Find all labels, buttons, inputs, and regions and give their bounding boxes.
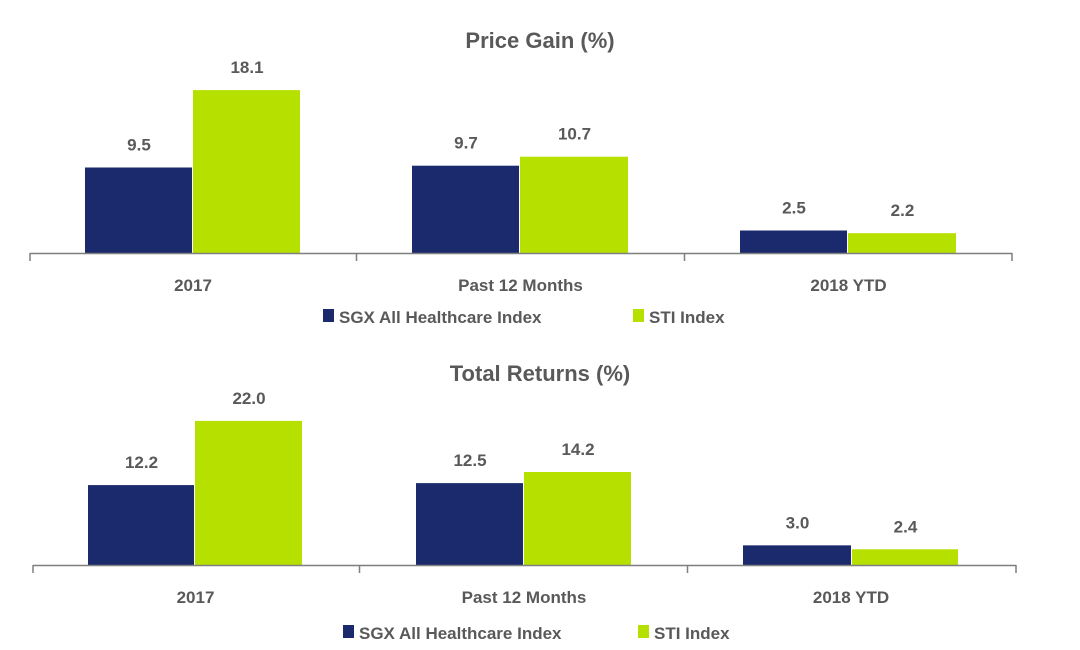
chart2-bar-1-2 [416, 483, 523, 565]
chart2-bar-1-3 [743, 545, 851, 565]
chart2-legend-label-2: STI Index [654, 624, 730, 643]
chart2-title: Total Returns (%) [450, 361, 630, 386]
chart1-bar-2-2 [520, 156, 628, 253]
chart1-value-label-1-1: 9.5 [127, 136, 151, 155]
chart2-value-label-1-3: 3.0 [786, 513, 810, 532]
chart2-bar-2-1 [195, 420, 302, 565]
chart2-value-label-2-3: 2.4 [894, 517, 918, 536]
chart1-title: Price Gain (%) [465, 28, 614, 53]
chart2-bar-1-1 [88, 485, 194, 565]
chart2-bar-2-3 [852, 549, 958, 565]
chart1-legend-label-2: STI Index [649, 308, 725, 327]
chart2-value-label-2-1: 22.0 [232, 389, 265, 408]
chart2-value-label-1-2: 12.5 [453, 451, 486, 470]
chart2-legend-swatch-1 [343, 625, 354, 638]
chart2-value-label-2-2: 14.2 [561, 440, 594, 459]
chart2-legend-swatch-2 [638, 625, 649, 638]
chart1-bar-2-3 [848, 233, 956, 253]
chart1-category-label-3: 2018 YTD [810, 276, 886, 295]
chart1-value-label-2-2: 10.7 [558, 125, 591, 144]
chart1-category-label-1: 2017 [174, 276, 212, 295]
chart2-value-label-1-1: 12.2 [125, 453, 158, 472]
chart1-legend-swatch-2 [633, 309, 644, 322]
chart1-bar-1-1 [85, 167, 192, 253]
chart2-category-label-1: 2017 [177, 588, 215, 607]
chart1-bar-1-3 [740, 230, 847, 253]
chart1-value-label-1-3: 2.5 [782, 199, 806, 218]
chart2-legend-label-1: SGX All Healthcare Index [359, 624, 562, 643]
chart1-bar-1-2 [412, 165, 519, 253]
chart1-legend-swatch-1 [323, 309, 334, 322]
chart1-legend-label-1: SGX All Healthcare Index [339, 308, 542, 327]
chart1-bar-2-1 [193, 90, 300, 253]
chart1-value-label-2-1: 18.1 [230, 58, 263, 77]
chart2-category-label-3: 2018 YTD [813, 588, 889, 607]
chart2-bar-2-2 [524, 471, 631, 565]
chart1-value-label-1-2: 9.7 [454, 134, 478, 153]
chart2-category-label-2: Past 12 Months [462, 588, 587, 607]
chart1-category-label-2: Past 12 Months [458, 276, 583, 295]
chart1-value-label-2-3: 2.2 [891, 201, 915, 220]
